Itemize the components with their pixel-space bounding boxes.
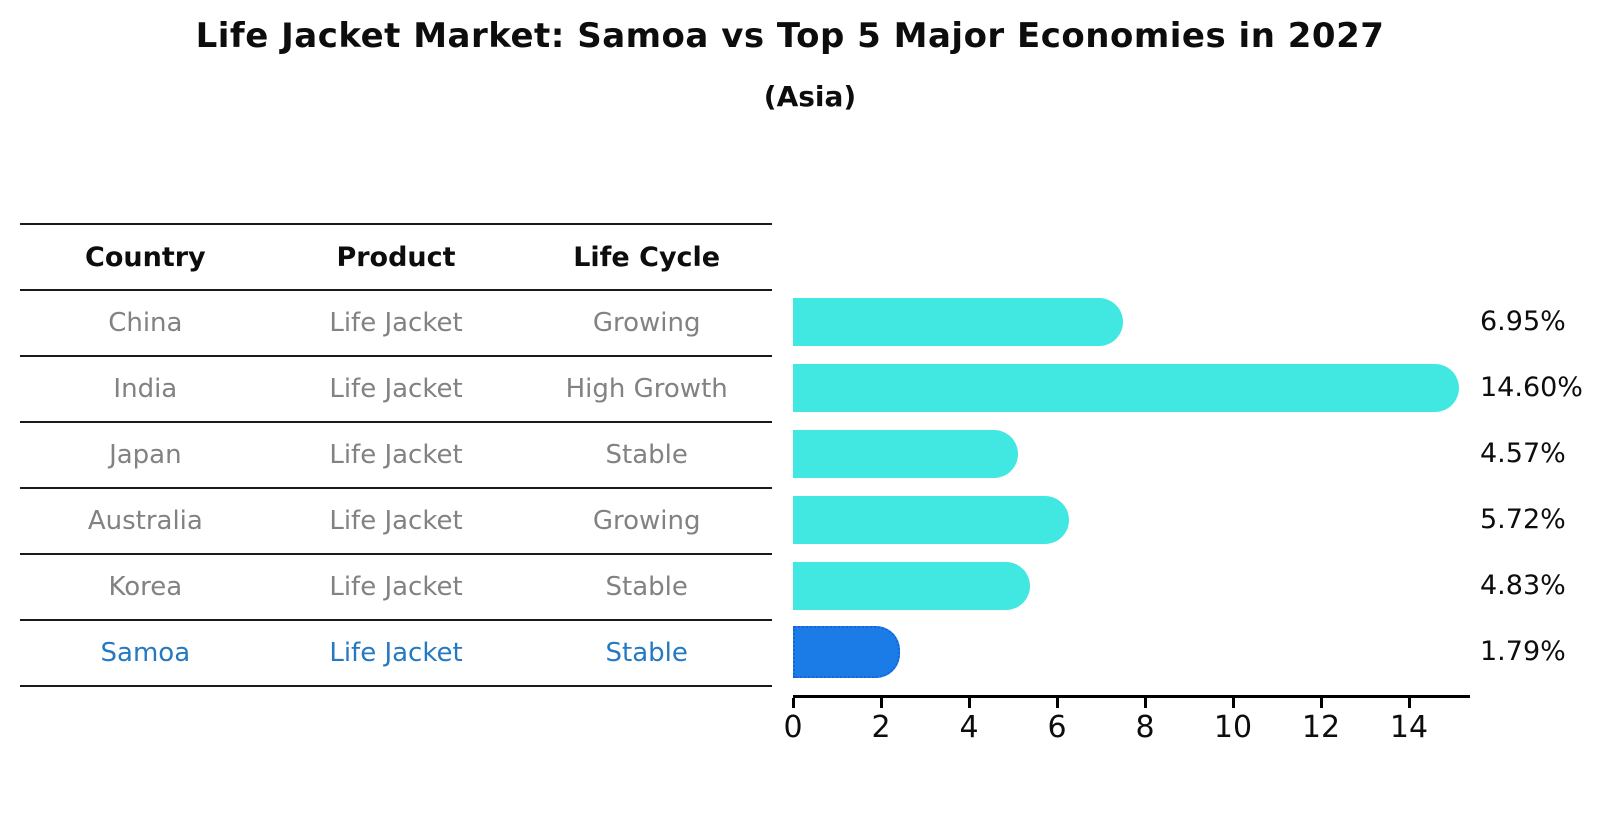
bar-row bbox=[793, 619, 1493, 685]
value-label-japan: 4.57% bbox=[1480, 438, 1566, 469]
cell-life-cycle: Stable bbox=[605, 638, 688, 668]
bar-india bbox=[793, 364, 1459, 412]
x-tick-label: 10 bbox=[1213, 710, 1253, 745]
value-label-china: 6.95% bbox=[1480, 306, 1566, 337]
bar-row bbox=[793, 421, 1493, 487]
chart-subtitle: (Asia) bbox=[763, 80, 857, 113]
cell-life-cycle: Growing bbox=[592, 308, 701, 338]
bar-japan bbox=[793, 430, 1018, 478]
country-table: Country Product Life Cycle China Life Ja… bbox=[20, 223, 772, 687]
bar-china bbox=[793, 298, 1123, 346]
table-row: Australia Life Jacket Growing bbox=[20, 487, 772, 553]
cell-life-cycle: High Growth bbox=[565, 374, 728, 404]
x-tick-mark bbox=[1232, 698, 1235, 708]
x-tick-mark bbox=[792, 698, 795, 708]
table-row: China Life Jacket Growing bbox=[20, 289, 772, 355]
cell-product: Life Jacket bbox=[329, 374, 463, 404]
x-tick-mark bbox=[1144, 698, 1147, 708]
bar-plot-area bbox=[793, 289, 1493, 685]
x-tick-mark bbox=[1408, 698, 1411, 708]
cell-product: Life Jacket bbox=[329, 308, 463, 338]
column-header-country: Country bbox=[85, 241, 206, 273]
cell-country: Korea bbox=[108, 572, 183, 602]
x-tick-label: 6 bbox=[1047, 710, 1067, 745]
bar-row bbox=[793, 553, 1493, 619]
x-tick-label: 2 bbox=[871, 710, 891, 745]
value-label-samoa: 1.79% bbox=[1480, 636, 1566, 667]
table-header-row: Country Product Life Cycle bbox=[20, 223, 772, 289]
x-tick-label: 8 bbox=[1135, 710, 1155, 745]
bar-row bbox=[793, 355, 1493, 421]
bar-korea bbox=[793, 562, 1030, 610]
cell-product: Life Jacket bbox=[329, 572, 463, 602]
column-header-product: Product bbox=[336, 241, 456, 273]
bar-australia bbox=[793, 496, 1069, 544]
value-labels: 6.95% 14.60% 4.57% 5.72% 4.83% 1.79% bbox=[1480, 289, 1604, 685]
bar-row bbox=[793, 487, 1493, 553]
x-axis bbox=[793, 695, 1470, 698]
table-row: India Life Jacket High Growth bbox=[20, 355, 772, 421]
cell-life-cycle: Growing bbox=[592, 506, 701, 536]
x-tick-mark bbox=[968, 698, 971, 708]
x-tick-mark bbox=[1320, 698, 1323, 708]
cell-country: India bbox=[113, 374, 178, 404]
table-row: Samoa Life Jacket Stable bbox=[20, 619, 772, 687]
cell-product: Life Jacket bbox=[329, 506, 463, 536]
value-label-india: 14.60% bbox=[1480, 372, 1583, 403]
cell-life-cycle: Stable bbox=[605, 440, 688, 470]
value-label-australia: 5.72% bbox=[1480, 504, 1566, 535]
x-tick-mark bbox=[1056, 698, 1059, 708]
table-row: Japan Life Jacket Stable bbox=[20, 421, 772, 487]
cell-country: Australia bbox=[87, 506, 203, 536]
cell-country: Samoa bbox=[100, 638, 191, 668]
cell-country: China bbox=[108, 308, 183, 338]
table-row: Korea Life Jacket Stable bbox=[20, 553, 772, 619]
cell-product: Life Jacket bbox=[329, 638, 463, 668]
column-header-life-cycle: Life Cycle bbox=[573, 241, 721, 273]
x-tick-label: 0 bbox=[783, 710, 803, 745]
cell-life-cycle: Stable bbox=[605, 572, 688, 602]
x-tick-label: 4 bbox=[959, 710, 979, 745]
bar-row bbox=[793, 289, 1493, 355]
value-label-korea: 4.83% bbox=[1480, 570, 1566, 601]
bar-samoa bbox=[793, 626, 900, 678]
x-tick-label: 12 bbox=[1301, 710, 1341, 745]
x-tick-label: 14 bbox=[1389, 710, 1429, 745]
cell-country: Japan bbox=[109, 440, 182, 470]
chart-title: Life Jacket Market: Samoa vs Top 5 Major… bbox=[195, 16, 1385, 56]
cell-product: Life Jacket bbox=[329, 440, 463, 470]
x-tick-mark bbox=[880, 698, 883, 708]
